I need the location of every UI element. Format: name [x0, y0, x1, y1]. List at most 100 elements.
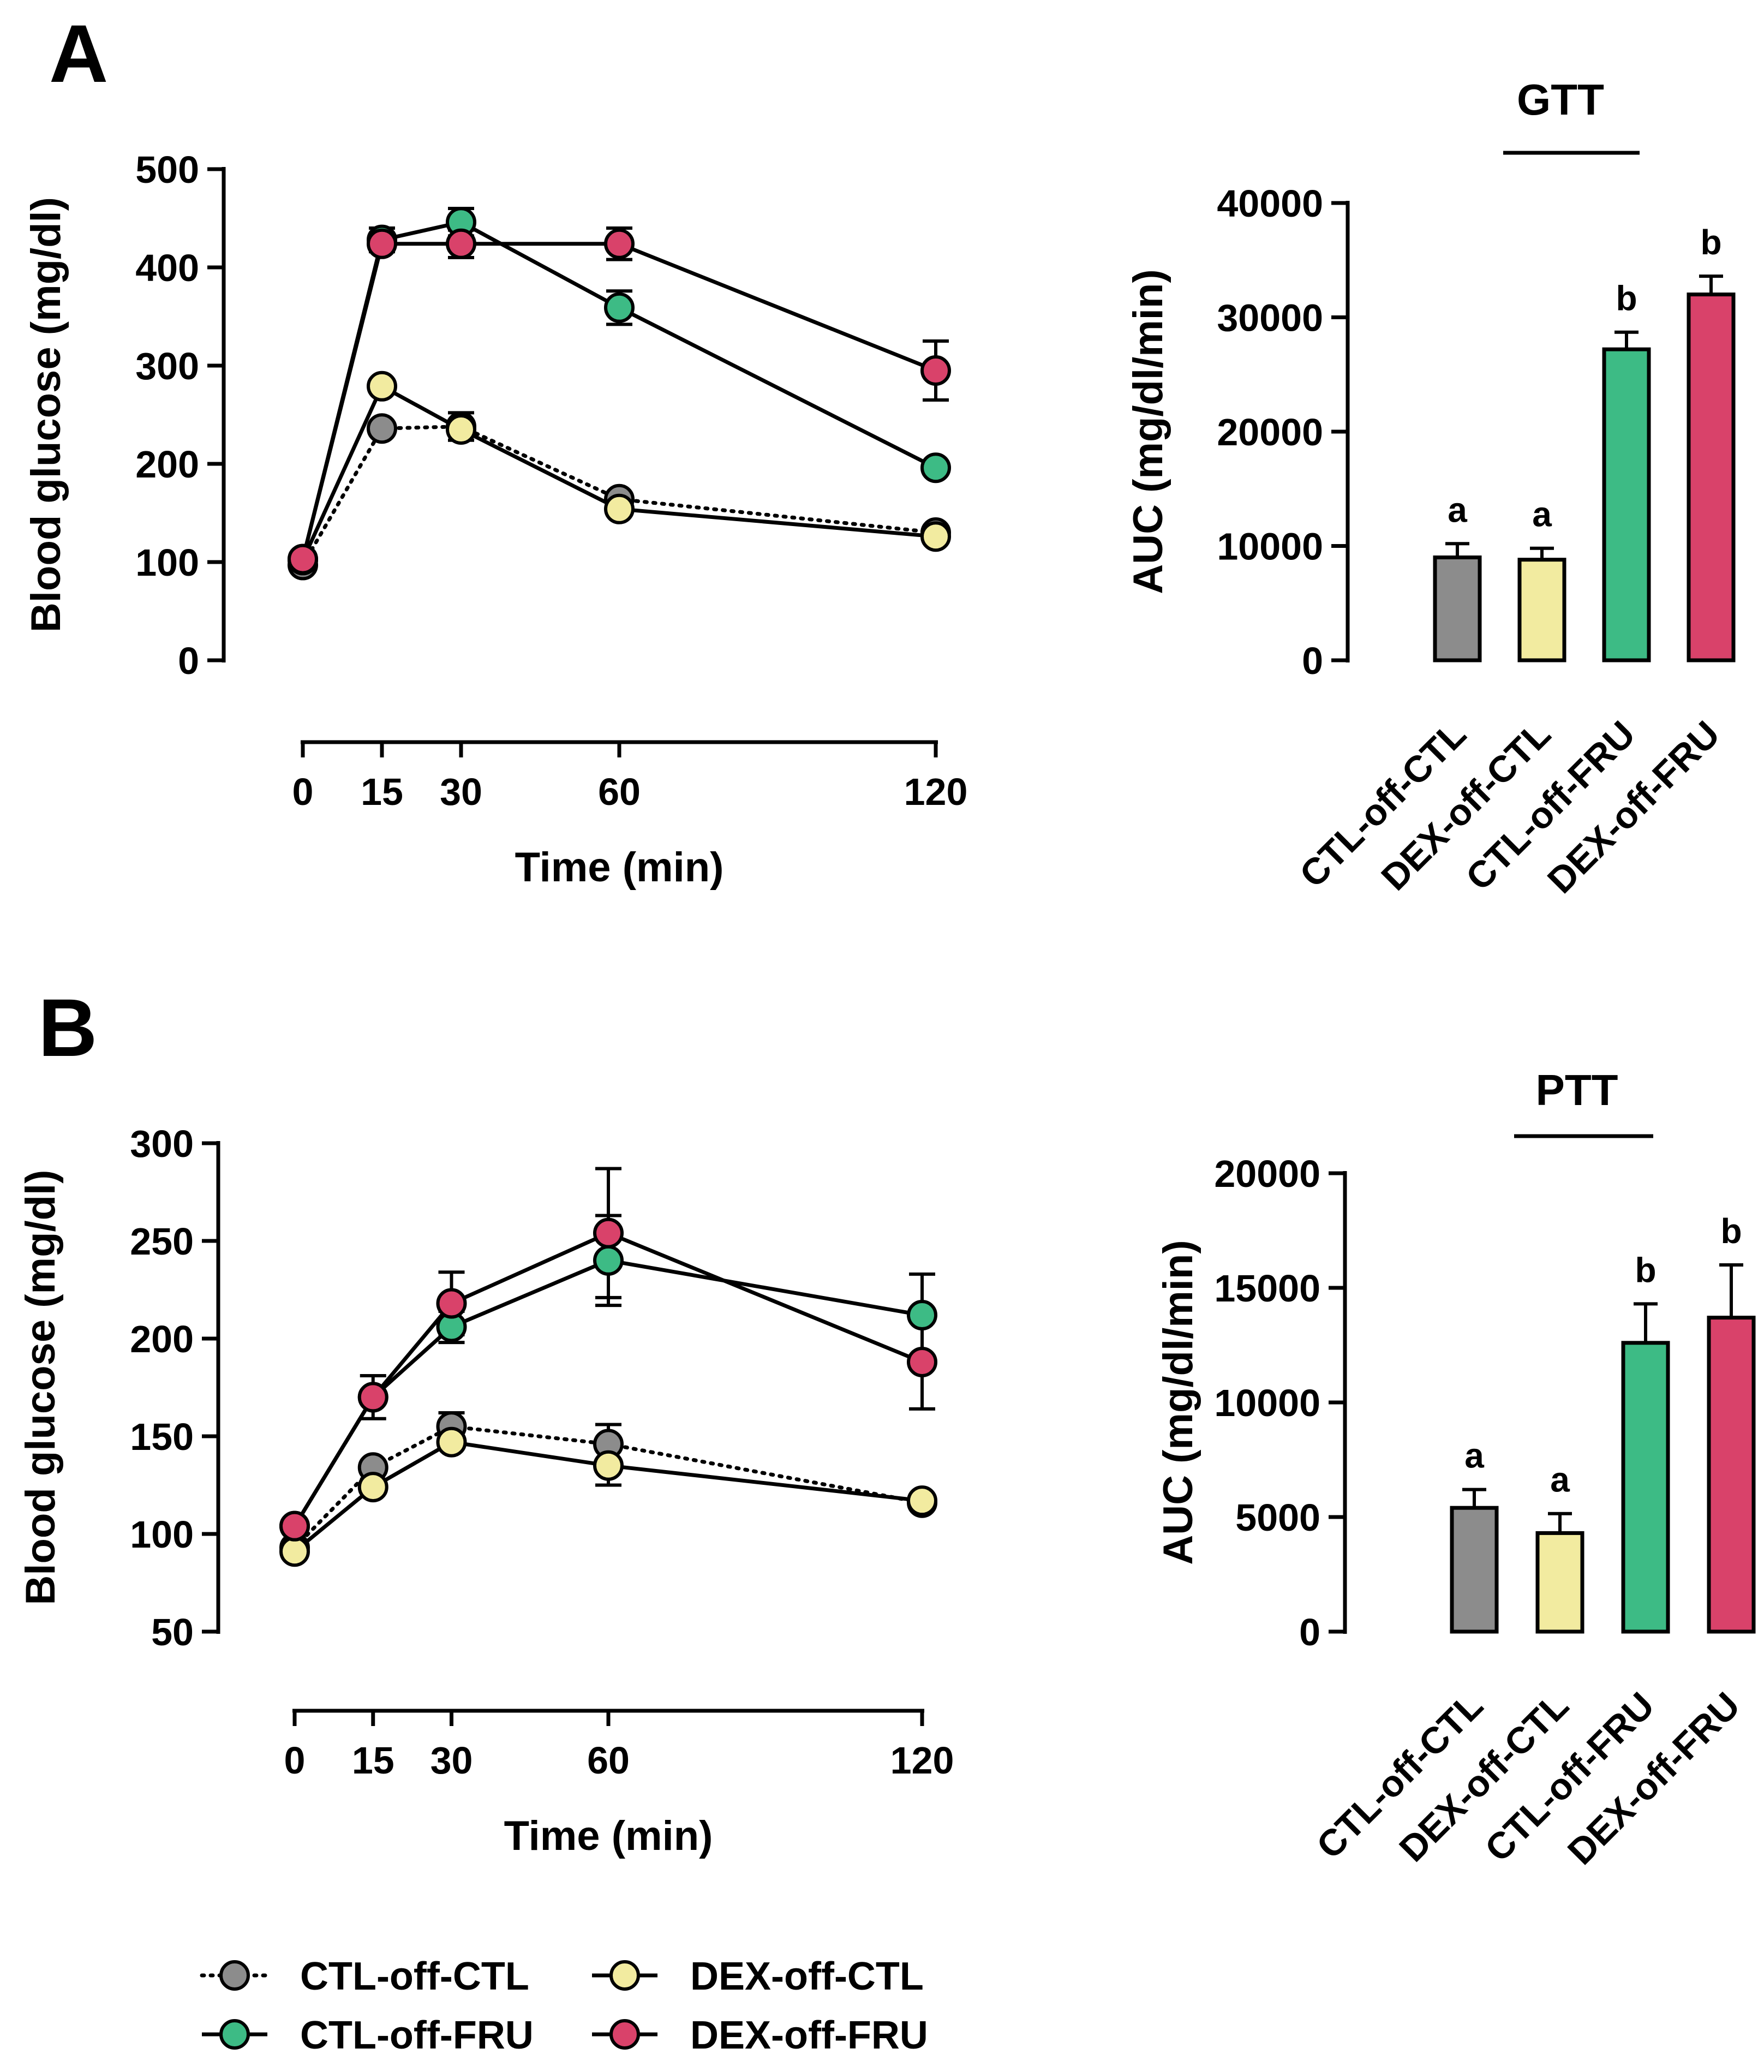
y-axis-title: Blood glucose (mg/dl): [23, 197, 69, 632]
marker-dex-off-fru: [446, 228, 476, 259]
y-tick-label: 20000: [1217, 411, 1323, 453]
x-tick-label: 120: [904, 771, 968, 813]
marker-ctl-off-fru: [593, 1245, 624, 1276]
y-tick-label: 400: [135, 247, 199, 289]
significance-letter: b: [1616, 279, 1637, 318]
x-tick-label: 60: [587, 1739, 630, 1782]
chart-b-blood-glucose-ptt: 50 100 150 200 250 300 0 15 30 60 120 Time (min) Blo…: [17, 1122, 954, 1859]
legend-item-dex-off-ctl: DEX-off-CTL: [592, 1955, 924, 1998]
marker-dex-off-ctl: [367, 371, 397, 402]
legend-marker: [219, 1960, 250, 1991]
marker-dex-off-ctl: [907, 1485, 937, 1516]
y-tick-label: 5000: [1235, 1496, 1320, 1539]
legend-marker: [609, 2019, 640, 2050]
y-tick-label: 250: [130, 1220, 194, 1263]
marker-dex-off-fru: [367, 228, 397, 259]
y-tick-label: 10000: [1217, 526, 1323, 568]
significance-letter: b: [1700, 223, 1721, 262]
significance-letter: b: [1635, 1250, 1656, 1289]
legend-label: DEX-off-FRU: [690, 2014, 928, 2057]
marker-ctl-off-ctl: [367, 413, 397, 444]
marker-dex-off-fru: [279, 1510, 310, 1542]
marker-dex-off-ctl: [593, 1450, 624, 1481]
significance-letter: a: [1550, 1460, 1570, 1500]
marker-dex-off-fru: [920, 355, 951, 386]
bar-ctl-off-ctl: [1433, 555, 1482, 662]
marker-dex-off-fru: [357, 1382, 388, 1413]
significance-letter: b: [1720, 1211, 1742, 1251]
marker-dex-off-fru: [604, 228, 635, 259]
bar-ctl-off-fru: [1602, 347, 1651, 662]
bar-ctl-off-ctl: [1450, 1506, 1499, 1634]
bar-dex-off-ctl: [1535, 1531, 1584, 1634]
x-tick-label: 15: [352, 1739, 394, 1782]
y-tick-label: 200: [130, 1318, 194, 1360]
y-tick-label: 300: [135, 345, 199, 387]
significance-letter: a: [1464, 1436, 1484, 1476]
marker-ctl-off-fru: [604, 292, 635, 323]
series-line-dex-off-ctl: [301, 383, 936, 561]
y-tick-label: 20000: [1214, 1153, 1320, 1195]
significance-letter: a: [1532, 495, 1552, 534]
bar-dex-off-fru: [1707, 1316, 1756, 1634]
y-tick-label: 200: [135, 443, 199, 486]
marker-dex-off-ctl: [357, 1472, 388, 1503]
chart-a-auc-gtt: GTT 0 10000 20000 30000 40000 AUC (mg/dl/min) a…: [1125, 75, 1736, 901]
panel-label-b: B: [38, 982, 97, 1073]
y-tick-label: 100: [135, 541, 199, 584]
x-tick-label: 30: [430, 1739, 473, 1782]
y-tick-label: 30000: [1217, 297, 1323, 339]
chart-title: PTT: [1535, 1066, 1618, 1114]
marker-ctl-off-fru: [907, 1300, 937, 1331]
y-tick-label: 0: [1299, 1611, 1320, 1653]
marker-dex-off-ctl: [604, 493, 635, 524]
y-tick-label: 500: [135, 148, 199, 191]
marker-dex-off-fru: [436, 1288, 467, 1319]
y-tick-label: 10000: [1214, 1382, 1320, 1424]
bar-dex-off-fru: [1687, 292, 1736, 662]
y-tick-label: 15000: [1214, 1267, 1320, 1310]
y-axis-title: AUC (mg/dl/min): [1155, 1240, 1201, 1565]
panel-label-a: A: [49, 8, 108, 99]
x-tick-label: 15: [361, 771, 403, 813]
y-tick-label: 40000: [1217, 182, 1323, 225]
marker-dex-off-ctl: [436, 1426, 467, 1458]
marker-dex-off-ctl: [279, 1536, 310, 1567]
bar-dex-off-ctl: [1517, 558, 1566, 662]
chart-title: GTT: [1517, 75, 1604, 124]
marker-dex-off-ctl: [446, 414, 476, 445]
legend-marker: [609, 1960, 640, 1991]
y-tick-label: 100: [130, 1513, 194, 1556]
y-tick-label: 150: [130, 1416, 194, 1458]
y-tick-label: 0: [178, 640, 199, 682]
y-tick-label: 0: [1302, 640, 1323, 682]
legend-label: CTL-off-FRU: [300, 2014, 534, 2057]
marker-dex-off-fru: [288, 544, 318, 575]
y-tick-label: 300: [130, 1122, 194, 1165]
x-tick-label: 0: [292, 771, 314, 813]
bar-ctl-off-fru: [1621, 1341, 1670, 1634]
x-axis-title: Time (min): [504, 1813, 713, 1859]
marker-dex-off-fru: [593, 1217, 624, 1249]
x-tick-label: 60: [598, 771, 641, 813]
legend-label: CTL-off-CTL: [300, 1955, 529, 1998]
legend-item-ctl-off-ctl: CTL-off-CTL: [200, 1955, 529, 1998]
y-axis-title: AUC (mg/dl/min): [1125, 269, 1171, 594]
legend-item-ctl-off-fru: CTL-off-FRU: [202, 2014, 534, 2057]
legend-marker: [219, 2019, 250, 2050]
x-tick-label: 0: [284, 1739, 306, 1782]
series-dex-off-ctl: [301, 383, 936, 561]
marker-dex-off-ctl: [920, 521, 951, 552]
significance-letter: a: [1448, 490, 1467, 529]
x-tick-label: 120: [890, 1739, 954, 1782]
x-axis-title: Time (min): [515, 844, 724, 891]
chart-a-blood-glucose-gtt: 0 100 200 300 400 500 0 15 30 60 120 Time (min) Bloo…: [23, 148, 967, 891]
marker-ctl-off-fru: [920, 452, 951, 483]
y-axis-title: Blood glucose (mg/dl): [17, 1170, 64, 1605]
x-tick-label: 30: [440, 771, 482, 813]
legend-item-dex-off-fru: DEX-off-FRU: [592, 2014, 928, 2057]
marker-dex-off-fru: [907, 1346, 937, 1377]
y-tick-label: 50: [151, 1611, 194, 1653]
